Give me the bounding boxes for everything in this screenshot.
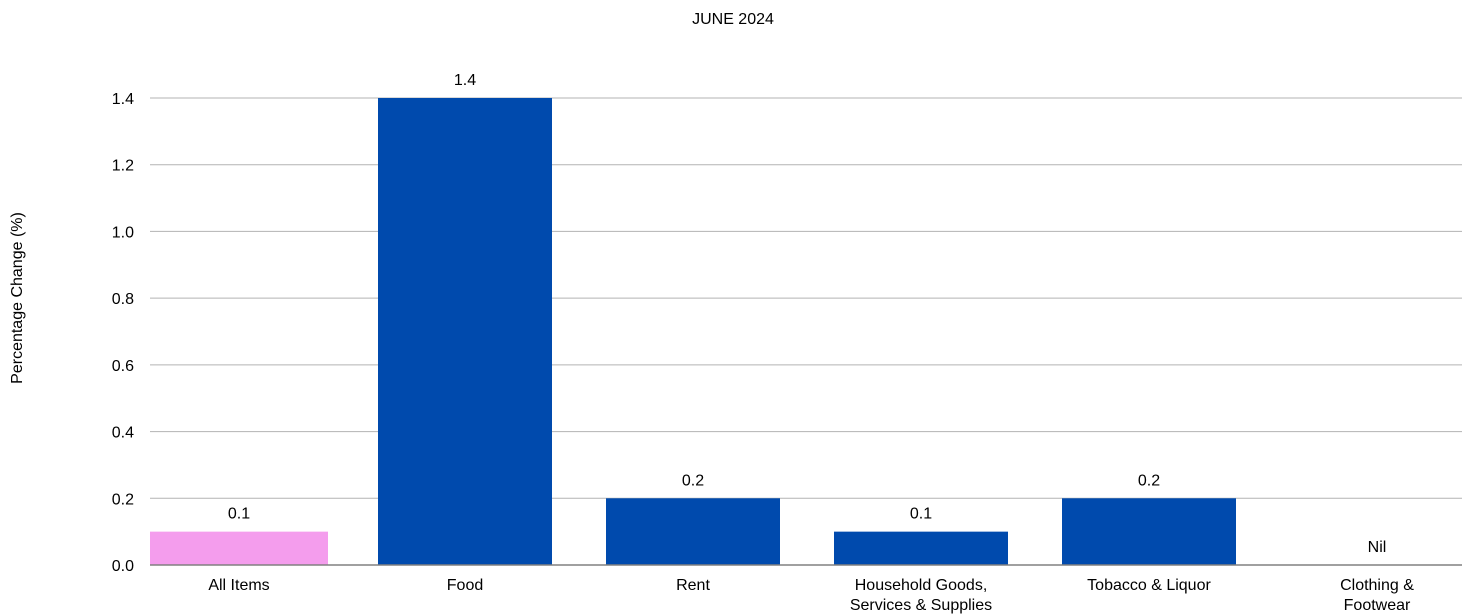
bar bbox=[378, 98, 552, 565]
bar bbox=[606, 498, 780, 565]
gridlines bbox=[150, 97, 1462, 499]
bars bbox=[150, 98, 1236, 565]
x-category-label: Clothing & bbox=[1340, 577, 1414, 594]
x-axis-labels: All Items Food Rent Household Goods, Service… bbox=[208, 577, 1414, 614]
data-labels: 0.1 1.4 0.2 0.1 0.2 Nil bbox=[228, 72, 1386, 556]
x-category-label: Household Goods, bbox=[855, 577, 988, 594]
y-tick-label: 0.0 bbox=[112, 558, 134, 575]
y-tick-label: 1.4 bbox=[112, 91, 134, 108]
data-label: 0.2 bbox=[1138, 472, 1160, 489]
data-label: 0.1 bbox=[228, 506, 250, 523]
y-tick-label: 0.2 bbox=[112, 491, 134, 508]
y-tick-label: 0.4 bbox=[112, 425, 134, 442]
data-label: 1.4 bbox=[454, 72, 476, 89]
data-label: Nil bbox=[1368, 539, 1387, 556]
x-category-label: Tobacco & Liquor bbox=[1087, 577, 1211, 594]
chart-title: JUNE 2024 bbox=[692, 11, 774, 28]
bar bbox=[834, 531, 1008, 565]
y-axis-title: Percentage Change (%) bbox=[9, 212, 26, 384]
x-category-label: Rent bbox=[676, 577, 710, 594]
y-tick-label: 1.2 bbox=[112, 158, 134, 175]
y-axis-ticks: 0.0 0.2 0.4 0.6 0.8 1.0 1.2 1.4 bbox=[112, 91, 134, 575]
x-category-label: Footwear bbox=[1344, 597, 1411, 614]
x-category-label: All Items bbox=[208, 577, 269, 594]
y-tick-label: 0.6 bbox=[112, 358, 134, 375]
y-tick-label: 1.0 bbox=[112, 224, 134, 241]
data-label: 0.1 bbox=[910, 506, 932, 523]
bar bbox=[1062, 498, 1236, 565]
x-category-label: Food bbox=[447, 577, 483, 594]
bar bbox=[150, 531, 328, 565]
data-label: 0.2 bbox=[682, 472, 704, 489]
y-tick-label: 0.8 bbox=[112, 291, 134, 308]
x-category-label: Services & Supplies bbox=[850, 597, 992, 614]
